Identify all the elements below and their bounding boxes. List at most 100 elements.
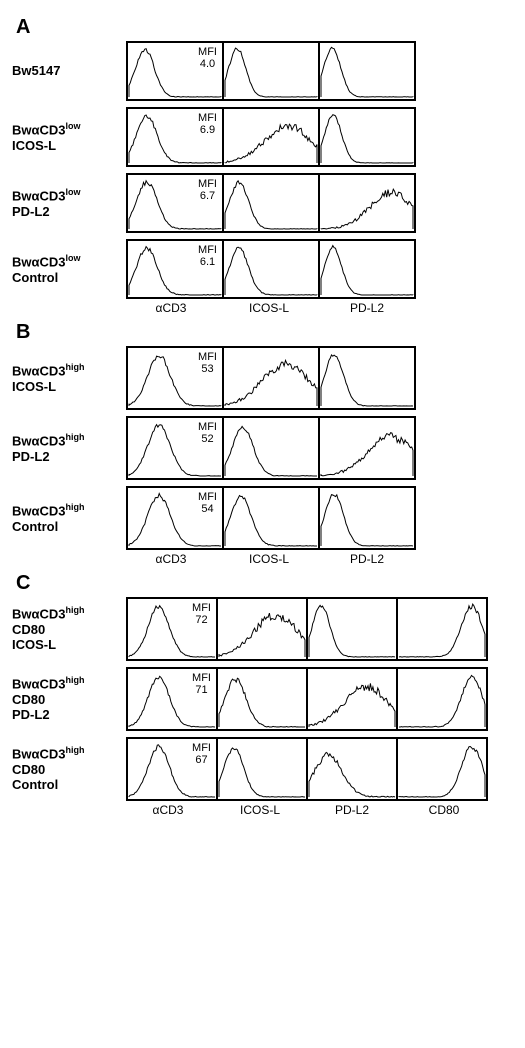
axis-labels: αCD3ICOS-LPD-L2CD80 [122, 803, 513, 817]
histogram-svg [308, 669, 396, 729]
mfi-label: MFI4.0 [198, 46, 217, 70]
histogram-panel: MFI53 [126, 346, 224, 410]
axis-label: PD-L2 [306, 803, 398, 817]
histogram-svg [224, 488, 318, 548]
histogram-panel [306, 737, 398, 801]
histogram-panel [318, 41, 416, 101]
section-rows: BwαCD3highICOS-LMFI53BwαCD3highPD-L2MFI5… [12, 346, 513, 550]
histogram-panel [216, 737, 308, 801]
axis-label: ICOS-L [214, 803, 306, 817]
axis-label: αCD3 [122, 803, 214, 817]
section-letter: A [16, 16, 513, 39]
row-label: BwαCD3highICOS-L [12, 362, 126, 395]
row-label: BwαCD3highControl [12, 502, 126, 535]
histogram-row: BwαCD3highICOS-L MFI53 [12, 346, 513, 410]
section-rows: BwαCD3highCD80ICOS-L MFI72 BwαCD3highCD80P… [12, 597, 513, 801]
axis-label: αCD3 [122, 552, 220, 566]
row-panels: MFI54 [126, 486, 416, 550]
histogram-svg [224, 418, 318, 478]
figure-section: BBwαCD3highICOS-LMFI53BwαCD3highPD-L2MFI… [12, 321, 513, 566]
histogram-panel [222, 416, 320, 480]
mfi-label: MFI6.9 [198, 112, 217, 136]
histogram-svg [218, 739, 306, 799]
section-letter: B [16, 321, 513, 344]
histogram-svg [224, 175, 318, 231]
mfi-label: MFI6.1 [198, 244, 217, 268]
row-label: BwαCD3lowICOS-L [12, 121, 126, 154]
histogram-svg [320, 241, 414, 297]
histogram-svg [320, 175, 414, 231]
histogram-panel [222, 173, 320, 233]
histogram-panel [318, 416, 416, 480]
axis-label: ICOS-L [220, 301, 318, 315]
mfi-label: MFI6.7 [198, 178, 217, 202]
histogram-panel: MFI52 [126, 416, 224, 480]
histogram-row: BwαCD3lowPD-L2 MFI6.7 [12, 173, 513, 233]
histogram-panel: MFI54 [126, 486, 224, 550]
row-panels: MFI67 [126, 737, 488, 801]
mfi-label: MFI67 [192, 742, 211, 766]
row-label: BwαCD3lowPD-L2 [12, 187, 126, 220]
histogram-panel: MFI72 [126, 597, 218, 661]
histogram-panel [222, 41, 320, 101]
histogram-svg [224, 43, 318, 99]
mfi-label: MFI72 [192, 602, 211, 626]
axis-label: ICOS-L [220, 552, 318, 566]
histogram-svg [398, 599, 486, 659]
histogram-panel [222, 346, 320, 410]
histogram-panel [318, 107, 416, 167]
histogram-panel [318, 239, 416, 299]
histogram-svg [320, 348, 414, 408]
histogram-row: BwαCD3highPD-L2 MFI52 [12, 416, 513, 480]
histogram-panel [222, 239, 320, 299]
histogram-svg [308, 599, 396, 659]
row-label: BwαCD3highCD80PD-L2 [12, 675, 126, 723]
axis-labels: αCD3ICOS-LPD-L2 [122, 301, 513, 315]
row-panels: MFI6.7 [126, 173, 416, 233]
row-label: Bw5147 [12, 63, 126, 79]
histogram-row: BwαCD3highCD80ControlMFI67 [12, 737, 513, 801]
histogram-panel: MFI4.0 [126, 41, 224, 101]
histogram-panel: MFI6.9 [126, 107, 224, 167]
histogram-panel [216, 597, 308, 661]
mfi-label: MFI71 [192, 672, 211, 696]
histogram-panel: MFI71 [126, 667, 218, 731]
row-panels: MFI6.9 [126, 107, 416, 167]
histogram-svg [398, 669, 486, 729]
row-panels: MFI52 [126, 416, 416, 480]
histogram-panel [222, 107, 320, 167]
row-label: BwαCD3highCD80ICOS-L [12, 605, 126, 653]
axis-label: PD-L2 [318, 552, 416, 566]
row-panels: MFI4.0 [126, 41, 416, 101]
histogram-row: BwαCD3lowICOS-L MFI6.9 [12, 107, 513, 167]
mfi-label: MFI53 [198, 351, 217, 375]
histogram-svg [218, 599, 306, 659]
histogram-row: BwαCD3highCD80ICOS-L MFI72 [12, 597, 513, 661]
figure-section: CBwαCD3highCD80ICOS-LMFI72BwαCD3highCD80… [12, 572, 513, 817]
histogram-panel: MFI6.7 [126, 173, 224, 233]
figure-root: ABw5147MFI4.0BwαCD3lowICOS-LMFI6.9BwαCD3… [12, 16, 513, 817]
histogram-svg [224, 109, 318, 165]
histogram-panel [222, 486, 320, 550]
histogram-svg [224, 348, 318, 408]
histogram-panel [318, 346, 416, 410]
histogram-panel [396, 597, 488, 661]
axis-label: CD80 [398, 803, 490, 817]
axis-labels: αCD3ICOS-LPD-L2 [122, 552, 513, 566]
histogram-row: Bw5147 MFI4.0 [12, 41, 513, 101]
histogram-row: BwαCD3highCD80PD-L2 MFI71 [12, 667, 513, 731]
histogram-panel [396, 737, 488, 801]
histogram-panel [216, 667, 308, 731]
histogram-panel: MFI6.1 [126, 239, 224, 299]
histogram-svg [224, 241, 318, 297]
row-label: BwαCD3highPD-L2 [12, 432, 126, 465]
histogram-svg [218, 669, 306, 729]
histogram-svg [320, 109, 414, 165]
histogram-svg [320, 418, 414, 478]
section-rows: Bw5147MFI4.0BwαCD3lowICOS-LMFI6.9BwαCD3l… [12, 41, 513, 299]
row-panels: MFI72 [126, 597, 488, 661]
figure-section: ABw5147MFI4.0BwαCD3lowICOS-LMFI6.9BwαCD3… [12, 16, 513, 315]
mfi-label: MFI52 [198, 421, 217, 445]
histogram-row: BwαCD3highControlMFI54 [12, 486, 513, 550]
histogram-panel [396, 667, 488, 731]
